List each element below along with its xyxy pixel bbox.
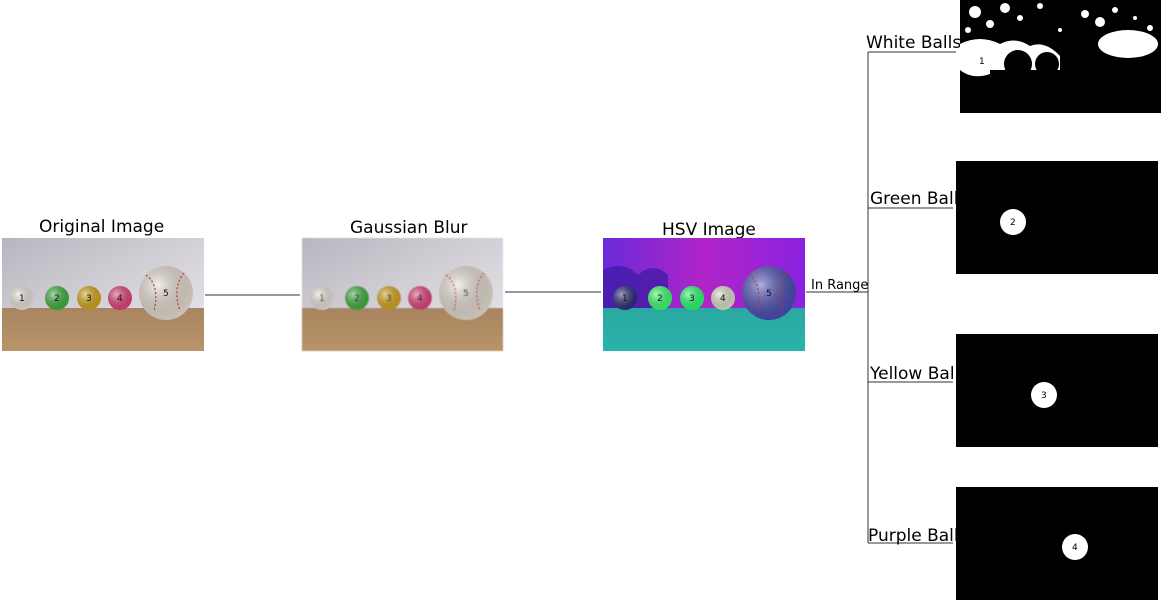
green-ball-title: Green Ball xyxy=(870,189,958,209)
ball-number: 4 xyxy=(417,294,423,304)
ball-number: 1 xyxy=(19,294,25,304)
original-balls: 1 2 3 4 5 xyxy=(10,266,193,320)
ball-shade xyxy=(310,286,334,310)
ball-number: 3 xyxy=(86,294,92,304)
ball-shade xyxy=(711,286,735,310)
ball-shade xyxy=(648,286,672,310)
ball-shade xyxy=(377,286,401,310)
white-mask-label: 1 xyxy=(979,57,985,67)
gaussian-blur-title: Gaussian Blur xyxy=(350,218,468,238)
ball-number: 3 xyxy=(386,294,392,304)
original-image: 1 2 3 4 5 xyxy=(2,238,204,351)
green-ball-mask: 2 xyxy=(956,161,1158,274)
green-mask-label: 2 xyxy=(1010,218,1016,228)
ball-shade xyxy=(439,266,493,320)
baseball-stitches xyxy=(145,272,185,312)
ball-shade xyxy=(680,286,704,310)
ball-number: 1 xyxy=(319,294,325,304)
purple-mask-label: 4 xyxy=(1072,543,1078,553)
in-range-label: In Range xyxy=(811,278,868,293)
ball-shade xyxy=(108,286,132,310)
ball-number: 2 xyxy=(54,294,60,304)
yellow-ball-mask: 3 xyxy=(956,334,1158,447)
gaussian-blur-image: 1 2 3 4 5 xyxy=(302,238,503,351)
ball-number: 2 xyxy=(354,294,360,304)
ball-number: 4 xyxy=(720,294,726,304)
baseball-stitches xyxy=(445,272,485,312)
ball-shade xyxy=(45,286,69,310)
ball-number: 2 xyxy=(657,294,663,304)
hsv-image-title: HSV Image xyxy=(662,220,756,240)
yellow-mask-label: 3 xyxy=(1041,391,1047,401)
hsv-image: 1 2 3 4 5 xyxy=(603,238,805,351)
white-balls-title: White Balls xyxy=(866,33,961,53)
ball-number: 5 xyxy=(463,289,469,299)
blurred-balls: 1 2 3 4 5 xyxy=(310,266,493,320)
yellow-ball-title: Yellow Ball xyxy=(869,364,959,384)
baseball-stitches xyxy=(748,272,788,312)
ball-shade xyxy=(10,286,34,310)
ball-shade xyxy=(77,286,101,310)
ball-shade xyxy=(613,286,637,310)
ball-shade xyxy=(345,286,369,310)
hsv-balls: 1 2 3 4 5 xyxy=(613,266,796,320)
original-image-title: Original Image xyxy=(39,217,164,237)
ball-number: 4 xyxy=(117,294,123,304)
ball-number: 5 xyxy=(766,289,772,299)
ball-shade xyxy=(408,286,432,310)
ball-shade xyxy=(139,266,193,320)
ball-number: 1 xyxy=(622,294,628,304)
purple-ball-mask: 4 xyxy=(956,487,1158,600)
ball-number: 3 xyxy=(689,294,695,304)
ball-shade xyxy=(742,266,796,320)
white-balls-mask: 1 xyxy=(960,0,1161,113)
ball-number: 5 xyxy=(163,289,169,299)
purple-ball-title: Purple Ball xyxy=(868,526,959,546)
